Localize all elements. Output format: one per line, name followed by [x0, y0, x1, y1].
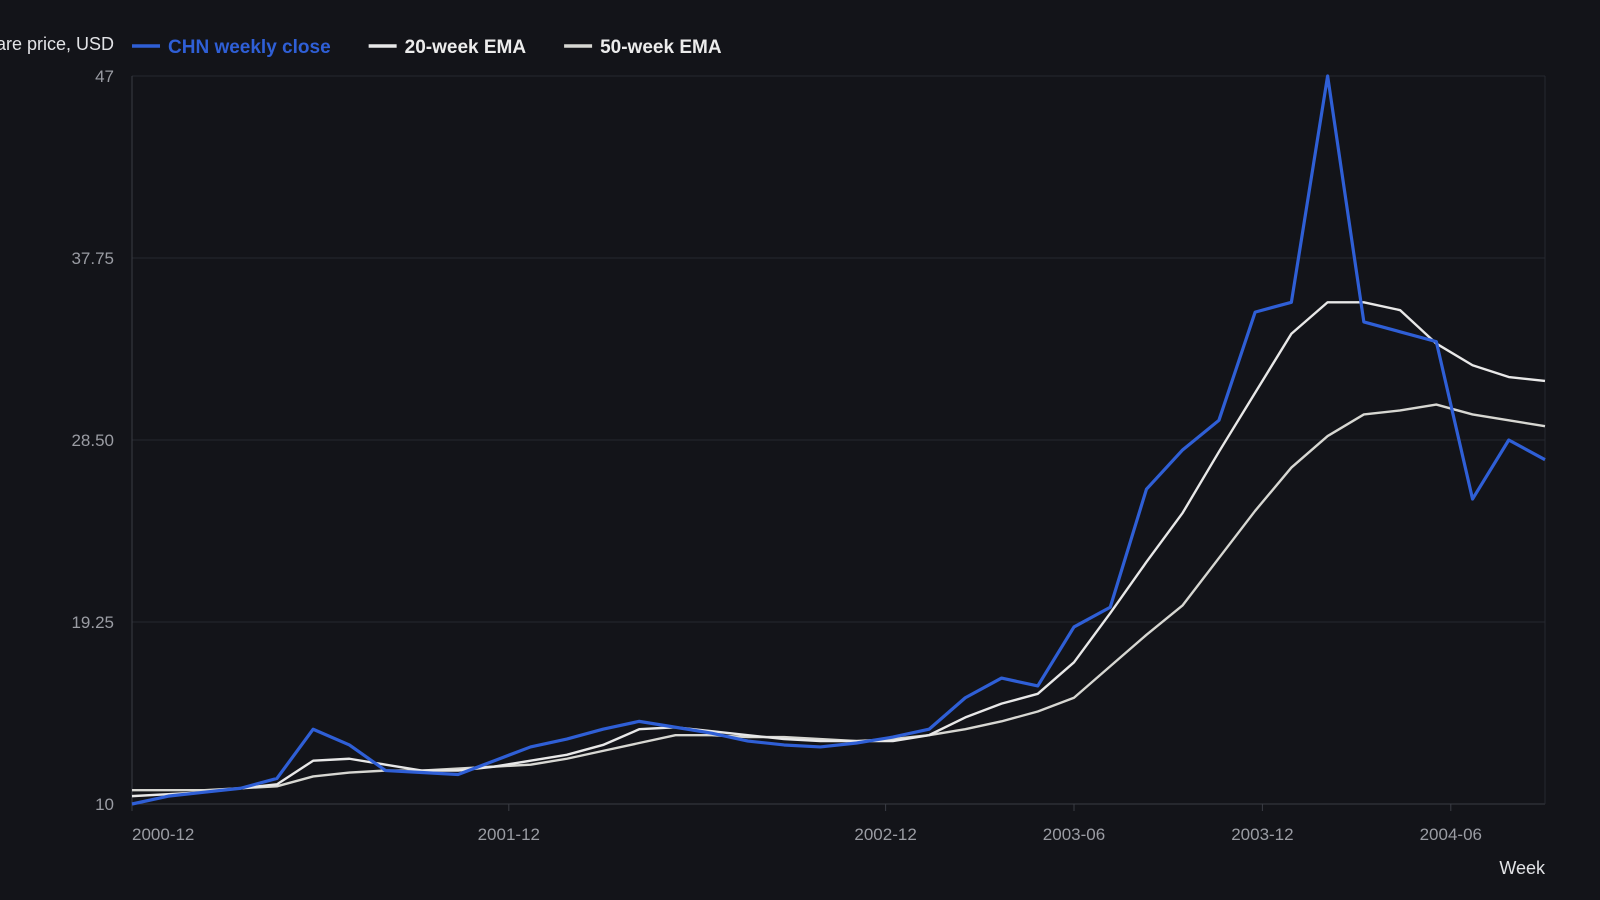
x-axis-title: Week [1499, 858, 1546, 878]
grid-layer [132, 75, 1545, 623]
x-tick-label: 2004-06 [1420, 825, 1482, 844]
x-tick-label: 2003-12 [1231, 825, 1293, 844]
y-tick-label: 37.75 [71, 249, 114, 268]
legend-entry: 20-week EMA [405, 37, 527, 58]
y-axis-title: Share price, USD [0, 34, 114, 54]
legend-entry: 50-week EMA [600, 37, 722, 58]
y-tick-label: 47 [95, 67, 114, 86]
legend: CHN weekly close 20-week EMA 50-week EMA [132, 37, 722, 58]
series-line-1 [131, 301, 1546, 798]
x-tick-label: 2001-12 [478, 825, 540, 844]
series-line-0 [131, 74, 1546, 806]
x-tick-label: 2003-06 [1043, 825, 1105, 844]
y-tick-label: 19.25 [71, 613, 114, 632]
axis-layer [131, 76, 1546, 811]
x-tick-label: 2002-12 [854, 825, 916, 844]
series-layer [131, 74, 1546, 806]
x-tick-label: 2000-12 [132, 825, 194, 844]
y-tick-label: 10 [95, 795, 114, 814]
y-tick-label: 28.50 [71, 431, 114, 450]
label-layer: Share price, USD Week 10 19.25 28.50 37.75 4… [0, 34, 1546, 878]
series-line-2 [132, 403, 1546, 792]
legend-entry: CHN weekly close [168, 37, 331, 58]
